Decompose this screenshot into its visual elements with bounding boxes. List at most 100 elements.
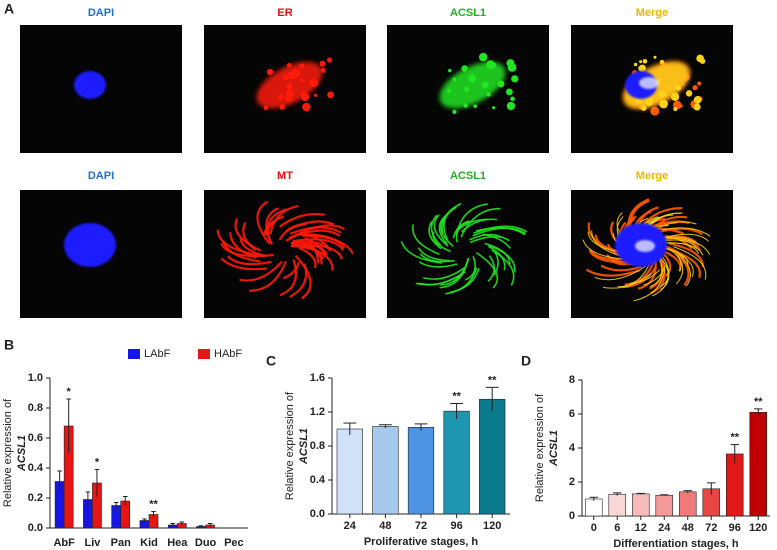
- panel-letter: C: [266, 353, 276, 369]
- bar: [631, 493, 650, 517]
- organelle: [291, 68, 301, 78]
- bar: [655, 494, 674, 517]
- error-bar: [589, 496, 598, 501]
- y-tick-label: 0: [569, 510, 575, 522]
- filament: [667, 248, 694, 277]
- image-label: ACSL1: [450, 7, 486, 19]
- x-tick-label: 48: [682, 522, 694, 534]
- organelle: [653, 55, 657, 59]
- filament: [417, 247, 451, 262]
- y-tick-label: 1.6: [310, 372, 325, 384]
- organelle: [302, 102, 311, 112]
- error-bar: [450, 403, 464, 419]
- organelle: [506, 101, 516, 111]
- filament: [433, 214, 449, 247]
- organelle: [283, 74, 289, 80]
- filament: [415, 271, 465, 286]
- x-tick-label: 24: [658, 522, 671, 534]
- x-tick-label: 72: [415, 520, 427, 532]
- significance: *: [95, 456, 100, 468]
- organelle: [640, 104, 647, 111]
- filament: [269, 205, 299, 235]
- organelle: [510, 96, 515, 102]
- filament: [278, 223, 307, 241]
- y-axis-label: ACSL1: [16, 435, 28, 472]
- filament: [419, 253, 455, 263]
- cell: [582, 198, 711, 302]
- filament: [493, 251, 499, 276]
- image-label: Merge: [636, 7, 668, 19]
- x-tick-label: 96: [450, 520, 462, 532]
- filament: [256, 200, 271, 245]
- filament: [455, 203, 488, 236]
- filament: [234, 218, 262, 252]
- filament: [661, 227, 711, 237]
- cell: [216, 200, 354, 300]
- organelle: [486, 60, 495, 69]
- organelle: [644, 96, 654, 106]
- filament: [262, 215, 285, 236]
- filament: [412, 224, 440, 255]
- organelle: [650, 106, 660, 116]
- error-bar: [57, 470, 62, 492]
- filament: [298, 246, 317, 269]
- filament: [292, 238, 345, 251]
- organelle: [497, 80, 505, 88]
- overlap: [639, 77, 659, 89]
- y-tick-label: 2: [569, 476, 575, 488]
- y-tick-label: 0.2: [28, 492, 43, 504]
- organelle: [279, 103, 286, 110]
- nucleus: [74, 71, 106, 99]
- error-bar: [414, 423, 428, 431]
- organelle: [452, 109, 457, 114]
- organelle: [675, 84, 682, 91]
- y-tick-label: 0.4: [310, 474, 326, 486]
- organelle: [277, 94, 284, 101]
- error-bar: [378, 424, 392, 429]
- filament: [464, 256, 476, 281]
- image-label: ACSL1: [450, 170, 486, 182]
- x-tick-label: 96: [729, 522, 741, 534]
- legend-swatch: [198, 349, 210, 359]
- filament: [222, 240, 261, 263]
- organelle: [507, 62, 517, 72]
- organelle: [699, 58, 706, 64]
- filament: [594, 265, 646, 281]
- image-label: ER: [277, 7, 292, 19]
- filament: [438, 214, 448, 245]
- filament: [472, 227, 527, 237]
- organelle: [309, 78, 319, 88]
- error-bar: [198, 525, 204, 528]
- bar: [372, 426, 399, 515]
- organelle: [492, 106, 496, 110]
- organelle: [670, 92, 680, 102]
- organelle: [300, 92, 310, 102]
- bar: [479, 398, 506, 515]
- cell: [400, 202, 528, 295]
- y-tick-label: 0.0: [310, 508, 325, 520]
- filament: [430, 214, 442, 246]
- filament: [279, 259, 298, 297]
- significance: **: [452, 390, 461, 402]
- filament: [428, 221, 442, 250]
- organelle: [659, 78, 663, 82]
- filament: [633, 268, 666, 302]
- bar: [608, 493, 627, 517]
- x-tick-label: 72: [705, 522, 717, 534]
- overlap: [635, 240, 655, 252]
- panel-letter: A: [4, 1, 14, 17]
- organelle: [327, 91, 335, 99]
- y-tick-label: 8: [569, 374, 575, 386]
- error-bar: [485, 386, 499, 412]
- filament: [488, 245, 506, 271]
- y-axis-label: Relative expression of: [284, 391, 296, 500]
- cell: [64, 223, 116, 267]
- error-bar: [636, 492, 645, 495]
- panel-letter: B: [4, 337, 14, 353]
- organelle: [673, 106, 678, 112]
- organelle: [692, 85, 698, 91]
- legend-swatch: [128, 349, 140, 359]
- organelle: [486, 92, 491, 97]
- filament: [602, 272, 652, 289]
- filament: [585, 268, 640, 277]
